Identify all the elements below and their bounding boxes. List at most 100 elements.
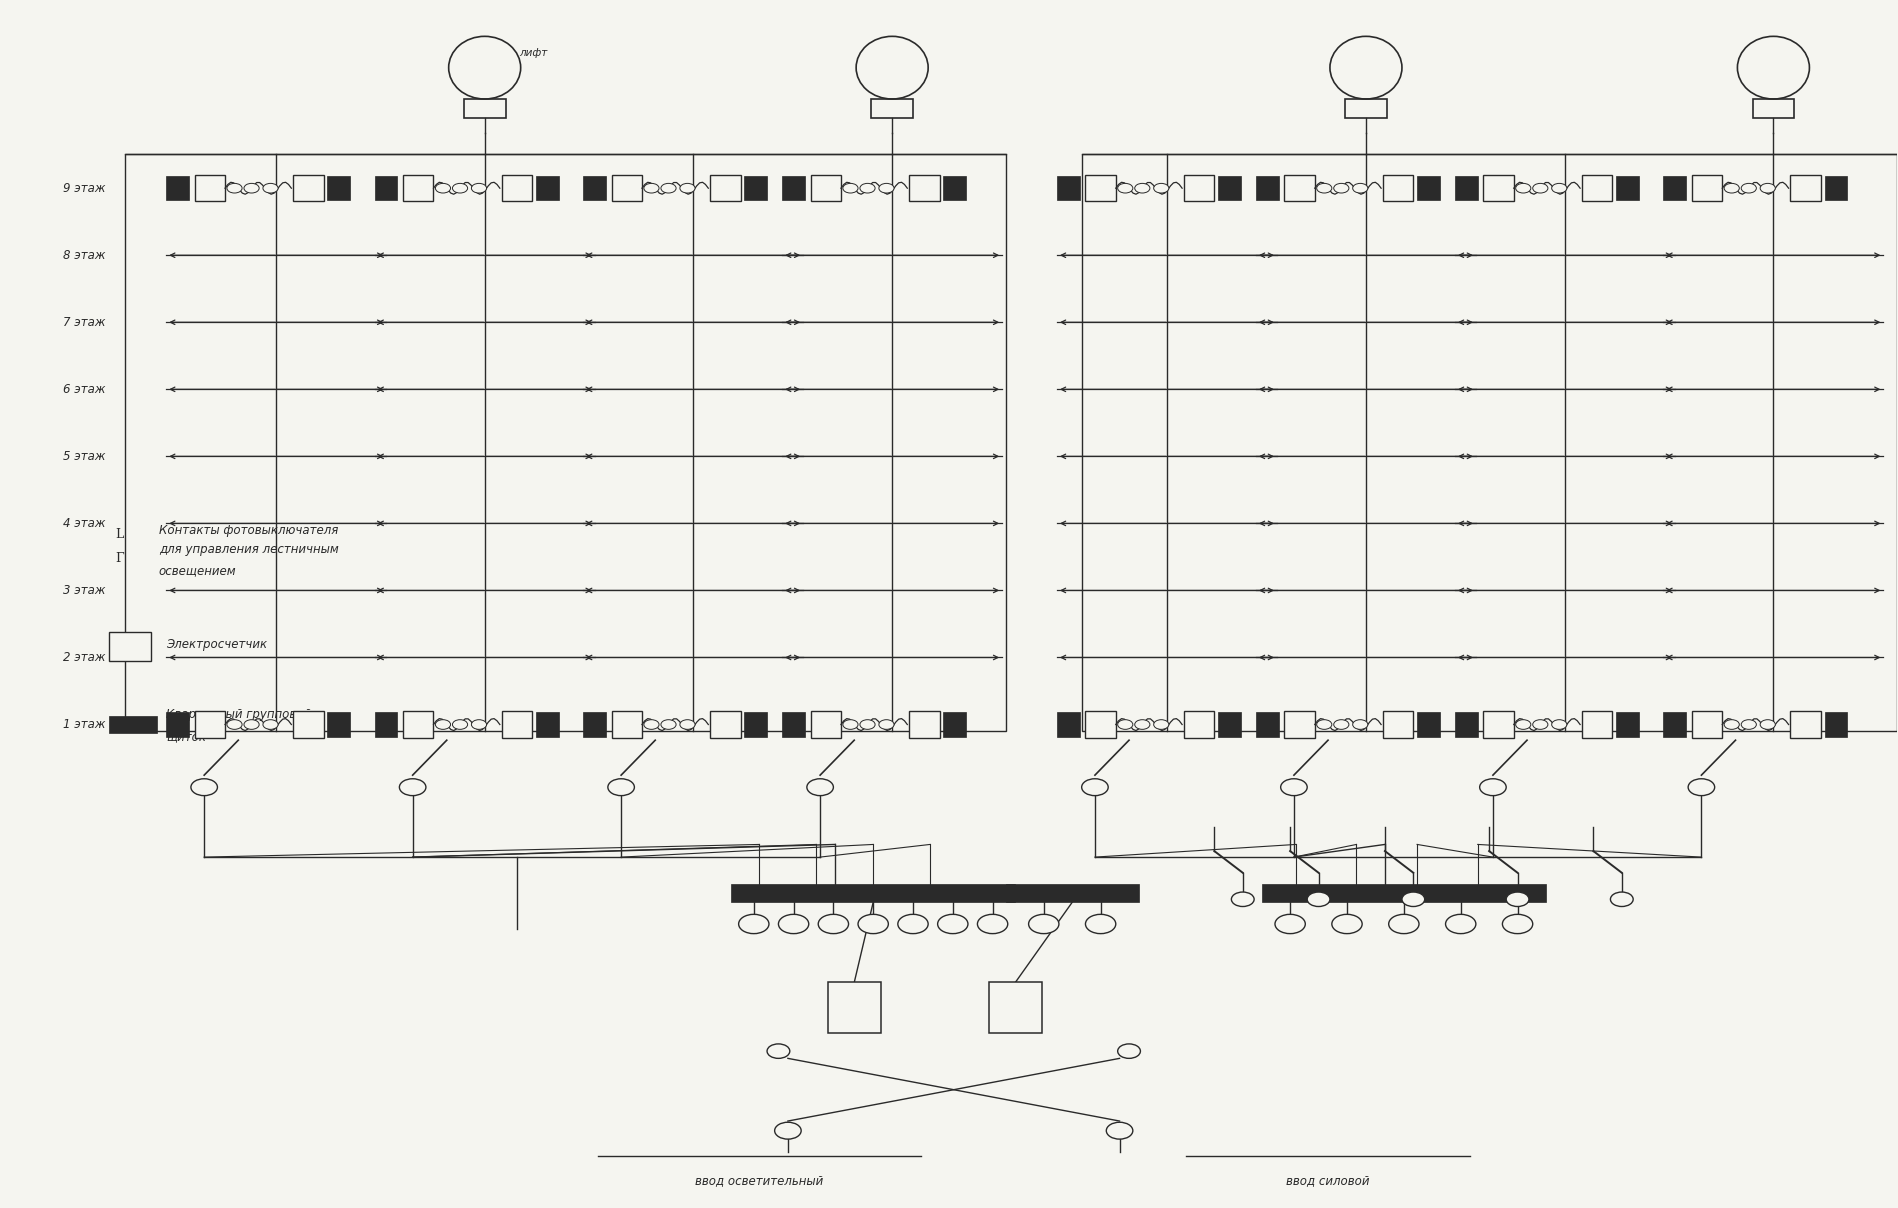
Circle shape (661, 184, 676, 193)
Circle shape (1086, 914, 1116, 934)
Bar (535, 713, 558, 737)
Circle shape (1759, 720, 1775, 730)
Bar (909, 175, 940, 202)
Circle shape (1610, 892, 1632, 906)
Circle shape (938, 914, 968, 934)
Circle shape (807, 779, 833, 796)
Circle shape (1118, 720, 1133, 730)
Circle shape (435, 184, 450, 193)
Circle shape (471, 184, 486, 193)
Circle shape (1118, 1044, 1141, 1058)
Text: освещением: освещением (159, 564, 237, 577)
Circle shape (1534, 184, 1549, 193)
Text: ввод силовой: ввод силовой (1287, 1174, 1370, 1187)
Circle shape (192, 779, 218, 796)
Circle shape (818, 914, 848, 934)
Bar (1346, 99, 1387, 118)
Circle shape (738, 914, 769, 934)
Bar (1583, 175, 1611, 202)
Bar (1456, 176, 1479, 201)
Text: 9 этаж: 9 этаж (63, 181, 106, 194)
Circle shape (228, 184, 243, 193)
Circle shape (435, 720, 450, 730)
Circle shape (1317, 720, 1332, 730)
Bar (828, 982, 881, 1033)
Text: ввод осветительный: ввод осветительный (695, 1174, 824, 1187)
Circle shape (1118, 184, 1133, 193)
Bar (1184, 175, 1215, 202)
Circle shape (1446, 914, 1477, 934)
Bar (1184, 712, 1215, 738)
Text: лифт: лифт (518, 47, 547, 58)
Text: 8 этаж: 8 этаж (63, 249, 106, 262)
Bar (943, 713, 966, 737)
Circle shape (843, 184, 858, 193)
Circle shape (1107, 1122, 1133, 1139)
Circle shape (679, 720, 695, 730)
Bar (1256, 713, 1279, 737)
Bar (326, 176, 349, 201)
Circle shape (264, 184, 279, 193)
Circle shape (898, 914, 928, 934)
Circle shape (1687, 779, 1714, 796)
Circle shape (1553, 184, 1568, 193)
Circle shape (1534, 720, 1549, 730)
Circle shape (843, 720, 858, 730)
Text: 6 этаж: 6 этаж (63, 383, 106, 396)
Bar (326, 713, 349, 737)
Bar (125, 155, 1006, 731)
Text: 7 этаж: 7 этаж (63, 315, 106, 329)
Circle shape (1480, 779, 1507, 796)
Circle shape (228, 720, 243, 730)
Bar (611, 175, 642, 202)
Bar (110, 632, 152, 661)
Bar (810, 712, 841, 738)
Circle shape (1759, 184, 1775, 193)
Circle shape (767, 1044, 790, 1058)
Bar (989, 982, 1042, 1033)
Bar (782, 176, 805, 201)
Circle shape (1232, 892, 1255, 906)
Circle shape (858, 914, 888, 934)
Circle shape (1723, 184, 1739, 193)
Bar (1790, 712, 1820, 738)
Circle shape (1317, 184, 1332, 193)
Circle shape (1082, 779, 1108, 796)
Bar (943, 176, 966, 201)
Bar (1583, 712, 1611, 738)
Circle shape (1553, 720, 1568, 730)
Text: для управления лестничным: для управления лестничным (159, 544, 338, 557)
Bar (1219, 176, 1241, 201)
Circle shape (1281, 779, 1308, 796)
Bar (195, 175, 226, 202)
Circle shape (774, 1122, 801, 1139)
Bar (1824, 176, 1847, 201)
Circle shape (607, 779, 634, 796)
Bar (501, 175, 531, 202)
Bar (535, 176, 558, 201)
Bar (909, 712, 940, 738)
Bar (1615, 713, 1638, 737)
Circle shape (264, 720, 279, 730)
Text: 4 этаж: 4 этаж (63, 517, 106, 530)
Circle shape (1723, 720, 1739, 730)
Bar (167, 176, 190, 201)
Circle shape (860, 184, 875, 193)
Text: L: L (116, 528, 123, 541)
Bar (167, 713, 190, 737)
Circle shape (1389, 914, 1420, 934)
Bar (710, 712, 740, 738)
Circle shape (452, 720, 467, 730)
Bar (1418, 713, 1441, 737)
Bar (1262, 884, 1547, 902)
Circle shape (860, 720, 875, 730)
Circle shape (245, 720, 260, 730)
Bar (1790, 175, 1820, 202)
Bar (871, 99, 913, 118)
Bar (1456, 713, 1479, 737)
Text: 2 этаж: 2 этаж (63, 651, 106, 664)
Circle shape (661, 720, 676, 730)
Circle shape (1308, 892, 1330, 906)
Circle shape (643, 184, 659, 193)
Bar (110, 716, 158, 733)
